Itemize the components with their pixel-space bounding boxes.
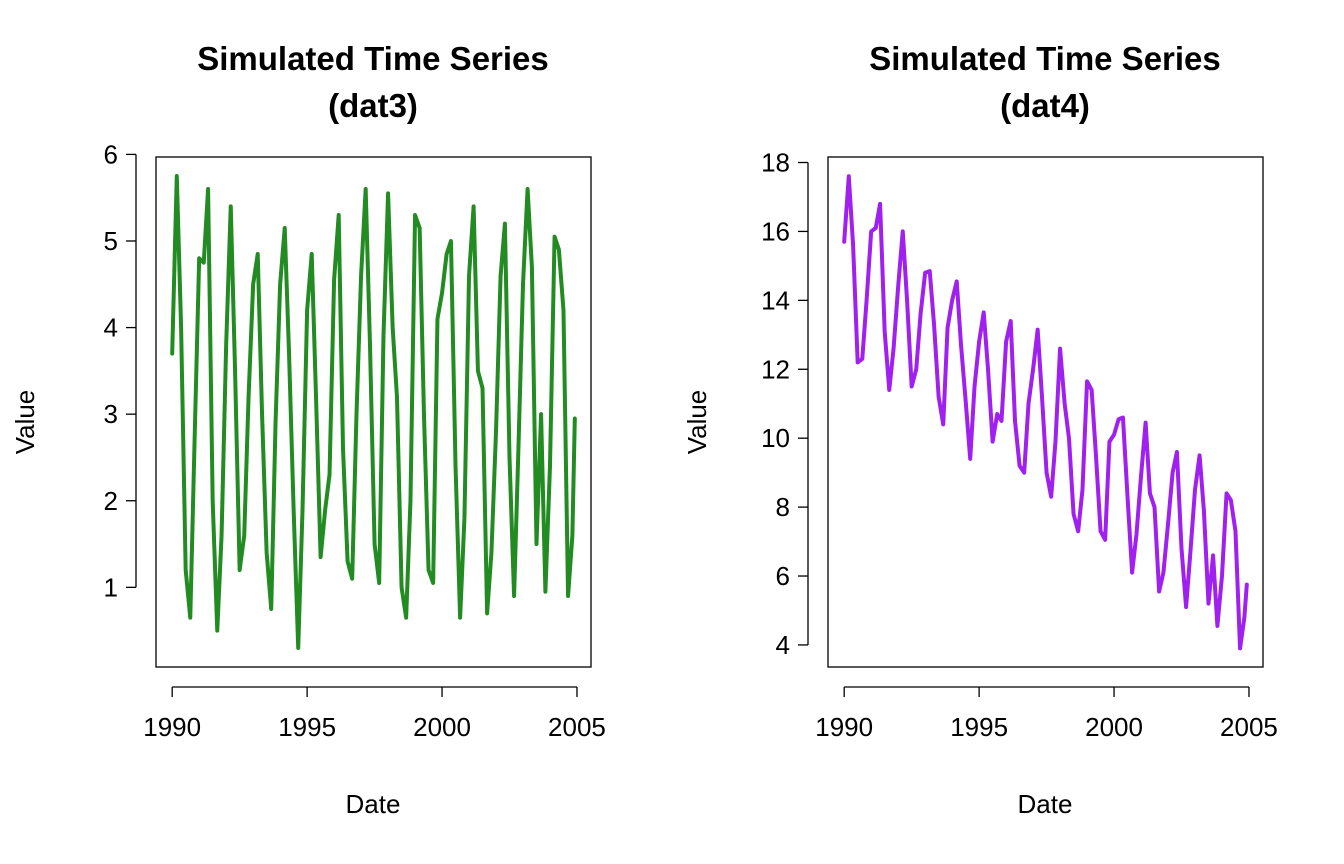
y-tick-label: 2 — [104, 486, 118, 516]
x-axis-label: Date — [346, 789, 401, 819]
data-line — [170, 174, 577, 650]
x-axis-label: Date — [1018, 789, 1073, 819]
x-tick-label: 1995 — [950, 712, 1008, 742]
x-tick-label: 2000 — [1085, 712, 1143, 742]
y-tick-label: 12 — [761, 354, 790, 384]
x-tick-label: 2000 — [413, 712, 471, 742]
y-tick-label: 4 — [104, 313, 118, 343]
x-tick-label: 1990 — [815, 712, 873, 742]
data-line — [842, 174, 1249, 651]
plot-box — [827, 156, 1264, 668]
y-tick-label: 1 — [104, 572, 118, 602]
chart-title: Simulated Time Series — [197, 40, 549, 77]
y-tick-label: 16 — [761, 216, 790, 246]
x-tick-label: 1995 — [278, 712, 336, 742]
y-axis-label: Value — [10, 390, 40, 455]
y-tick-label: 6 — [776, 561, 790, 591]
chart-subtitle: (dat4) — [1000, 87, 1090, 124]
y-tick-label: 8 — [776, 492, 790, 522]
panel: Simulated Time Series (dat3) 1990 1995 2000 2… — [10, 40, 606, 819]
y-tick-label: 18 — [761, 148, 790, 178]
x-tick-label: 1990 — [143, 712, 201, 742]
chart-subtitle: (dat3) — [328, 87, 418, 124]
y-tick-label: 3 — [104, 399, 118, 429]
panel: Simulated Time Series (dat4) 1990 1995 2000 2… — [682, 40, 1278, 819]
x-tick-label: 2005 — [548, 712, 606, 742]
plot-box — [155, 156, 592, 668]
x-tick-label: 2005 — [1220, 712, 1278, 742]
y-tick-label: 5 — [104, 226, 118, 256]
y-tick-label: 4 — [776, 630, 790, 660]
y-tick-label: 6 — [104, 139, 118, 169]
y-axis-label: Value — [682, 390, 712, 455]
y-tick-label: 10 — [761, 423, 790, 453]
chart-title: Simulated Time Series — [869, 40, 1221, 77]
y-tick-label: 14 — [761, 285, 790, 315]
